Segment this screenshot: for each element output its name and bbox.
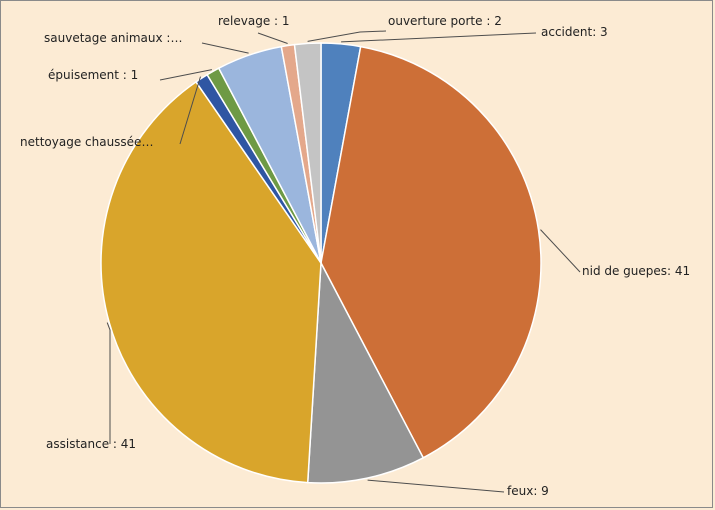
leader-lines xyxy=(106,30,581,493)
leader-line-epuisement xyxy=(159,69,212,81)
label-sauvetage-animaux: sauvetage animaux :… xyxy=(44,31,182,45)
label-nid-de-guepes: nid de guepes: 41 xyxy=(582,264,690,278)
leader-line-accident xyxy=(341,32,537,43)
slice-feux xyxy=(306,260,425,484)
slice-labels: accident: 3 nid de guepes: 41 feux: 9 as… xyxy=(20,14,690,498)
leader-line-ouverture-porte xyxy=(307,30,387,42)
slice-assistance xyxy=(100,80,322,484)
leader-line-assistance xyxy=(106,322,111,444)
leader-line-relevage xyxy=(257,32,288,44)
leader-line-feux xyxy=(367,479,505,493)
leader-line-nid-de-guepes xyxy=(540,229,581,273)
label-relevage: relevage : 1 xyxy=(218,14,290,28)
leader-line-sauvetage-animaux xyxy=(201,42,249,54)
label-epuisement: épuisement : 1 xyxy=(48,68,138,82)
label-feux: feux: 9 xyxy=(507,484,549,498)
label-assistance: assistance : 41 xyxy=(46,437,136,451)
slice-ouverture-porte xyxy=(293,42,322,264)
pie-slices xyxy=(100,42,542,484)
label-accident: accident: 3 xyxy=(541,25,608,39)
leader-line-nettoyage-chaussee xyxy=(179,76,201,145)
slice-nid-de-guepes xyxy=(320,45,542,459)
label-nettoyage-chaussee: nettoyage chaussée… xyxy=(20,135,153,149)
label-ouverture-porte: ouverture porte : 2 xyxy=(388,14,502,28)
